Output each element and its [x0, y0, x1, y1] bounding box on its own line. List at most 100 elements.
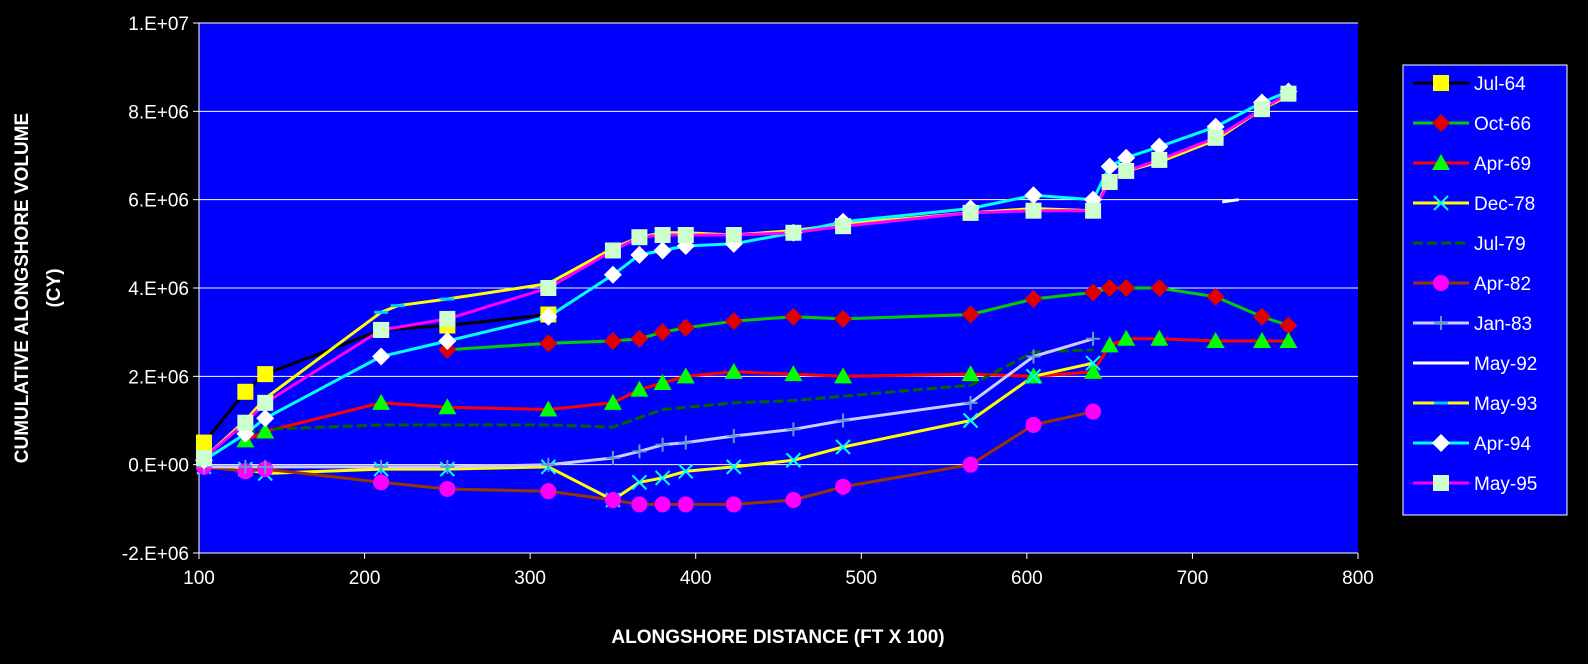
y-tick-label: 6.E+06: [128, 191, 189, 212]
data-point: [1084, 283, 1103, 302]
series-line-dec-78: [203, 361, 1094, 502]
legend-entry-apr-94: Apr-94: [1413, 434, 1531, 455]
data-point: [678, 463, 694, 479]
data-point: [677, 227, 694, 243]
data-point: [604, 492, 621, 508]
x-tick-label: 300: [514, 568, 546, 589]
data-point: [678, 435, 693, 450]
data-point: [785, 452, 802, 468]
data-point: [630, 329, 649, 348]
data-point: [836, 413, 851, 428]
data-point: [632, 444, 647, 459]
data-point: [1151, 151, 1168, 168]
legend-box: [1402, 64, 1568, 516]
series-line-apr-94: [203, 90, 1290, 462]
y-tick-label: 1.E+07: [128, 14, 189, 35]
x-tick-label: 500: [845, 568, 877, 589]
legend-swatch-marker: [1432, 114, 1450, 132]
data-point: [653, 323, 672, 342]
y-axis-title-line2: (CY): [44, 268, 65, 307]
series-line-apr-82: [203, 410, 1094, 506]
data-point: [630, 245, 649, 264]
x-tick-label: 200: [349, 568, 381, 589]
data-point: [726, 428, 741, 443]
data-point: [1024, 290, 1043, 309]
data-point: [835, 478, 852, 495]
x-tick-label: 100: [183, 568, 215, 589]
data-point: [1206, 117, 1225, 136]
data-point: [786, 422, 801, 437]
legend-label: Apr-82: [1474, 274, 1531, 295]
legend-label: Apr-94: [1474, 434, 1531, 455]
series-line-jan-83: [204, 337, 1094, 469]
data-point: [603, 265, 622, 284]
data-point: [653, 241, 672, 260]
data-point: [373, 474, 390, 491]
legend-entry-jan-83: Jan-83: [1413, 314, 1532, 335]
data-point: [1117, 329, 1136, 346]
legend-swatch-marker: [1433, 195, 1449, 211]
data-point: [631, 474, 648, 491]
legend-label: Dec-78: [1474, 194, 1535, 215]
data-point: [963, 395, 978, 410]
series-line-may-95: [203, 92, 1290, 460]
legend-entry-jul-79: Jul-79: [1413, 234, 1526, 255]
data-point: [438, 332, 457, 350]
y-tick-label: 2.E+06: [128, 367, 189, 388]
data-point: [256, 409, 275, 428]
data-point: [1207, 129, 1224, 146]
legend-label: Jul-79: [1474, 234, 1526, 255]
legend-entry-apr-82: Apr-82: [1413, 274, 1531, 295]
y-tick-label: 4.E+06: [128, 279, 189, 300]
data-point: [1253, 101, 1270, 118]
data-point: [724, 362, 743, 379]
data-point: [784, 307, 803, 326]
series-line-jul-64: [202, 313, 549, 444]
data-point: [1117, 279, 1136, 297]
data-point: [1117, 148, 1136, 167]
data-point: [654, 470, 671, 486]
data-point: [630, 380, 649, 397]
data-point: [1084, 362, 1103, 379]
axis-ticks: -2.E+06 0.E+00 2.E+06 4.E+06 6.E+06 8.E+06 1.E…: [122, 14, 1374, 589]
data-point: [373, 321, 390, 338]
data-point: [439, 480, 456, 497]
legend-swatch-marker: [1432, 434, 1450, 452]
legend-entry-oct-66: Oct-66: [1413, 114, 1531, 135]
data-point: [785, 224, 802, 241]
data-point: [539, 307, 558, 326]
legend-swatch-marker: [1433, 275, 1449, 291]
data-point: [1085, 202, 1102, 219]
legend-entry-may-93: May-93: [1413, 394, 1537, 415]
legend-swatch-marker: [1433, 475, 1449, 491]
y-axis-title-line1: CUMULATIVE ALONGSHORE VOLUME: [12, 113, 33, 463]
x-tick-label: 800: [1342, 568, 1374, 589]
data-point: [604, 242, 621, 259]
data-point: [258, 459, 273, 474]
legend: Jul-64 Oct-66 Apr-69 Dec-78 Jul-79 Apr-82 Jan-…: [1413, 74, 1537, 495]
data-point: [725, 227, 742, 243]
data-point: [1025, 368, 1042, 385]
data-point: [1100, 279, 1119, 297]
data-point: [834, 309, 853, 328]
data-point: [654, 496, 671, 513]
data-point: [1101, 174, 1118, 190]
x-axis-title: ALONGSHORE DISTANCE (FT X 100): [611, 627, 944, 648]
series-markers: [194, 82, 1298, 513]
data-point: [961, 305, 980, 324]
data-point: [785, 492, 802, 508]
data-point: [1206, 287, 1225, 306]
data-point: [835, 439, 851, 455]
data-point: [238, 459, 253, 474]
data-point: [256, 422, 275, 439]
data-point: [676, 318, 695, 337]
data-point: [539, 334, 558, 353]
data-point: [1085, 403, 1102, 420]
data-point: [440, 459, 455, 474]
data-point: [374, 459, 389, 474]
data-point: [834, 367, 853, 384]
data-point: [1279, 332, 1298, 348]
data-point: [237, 414, 254, 431]
